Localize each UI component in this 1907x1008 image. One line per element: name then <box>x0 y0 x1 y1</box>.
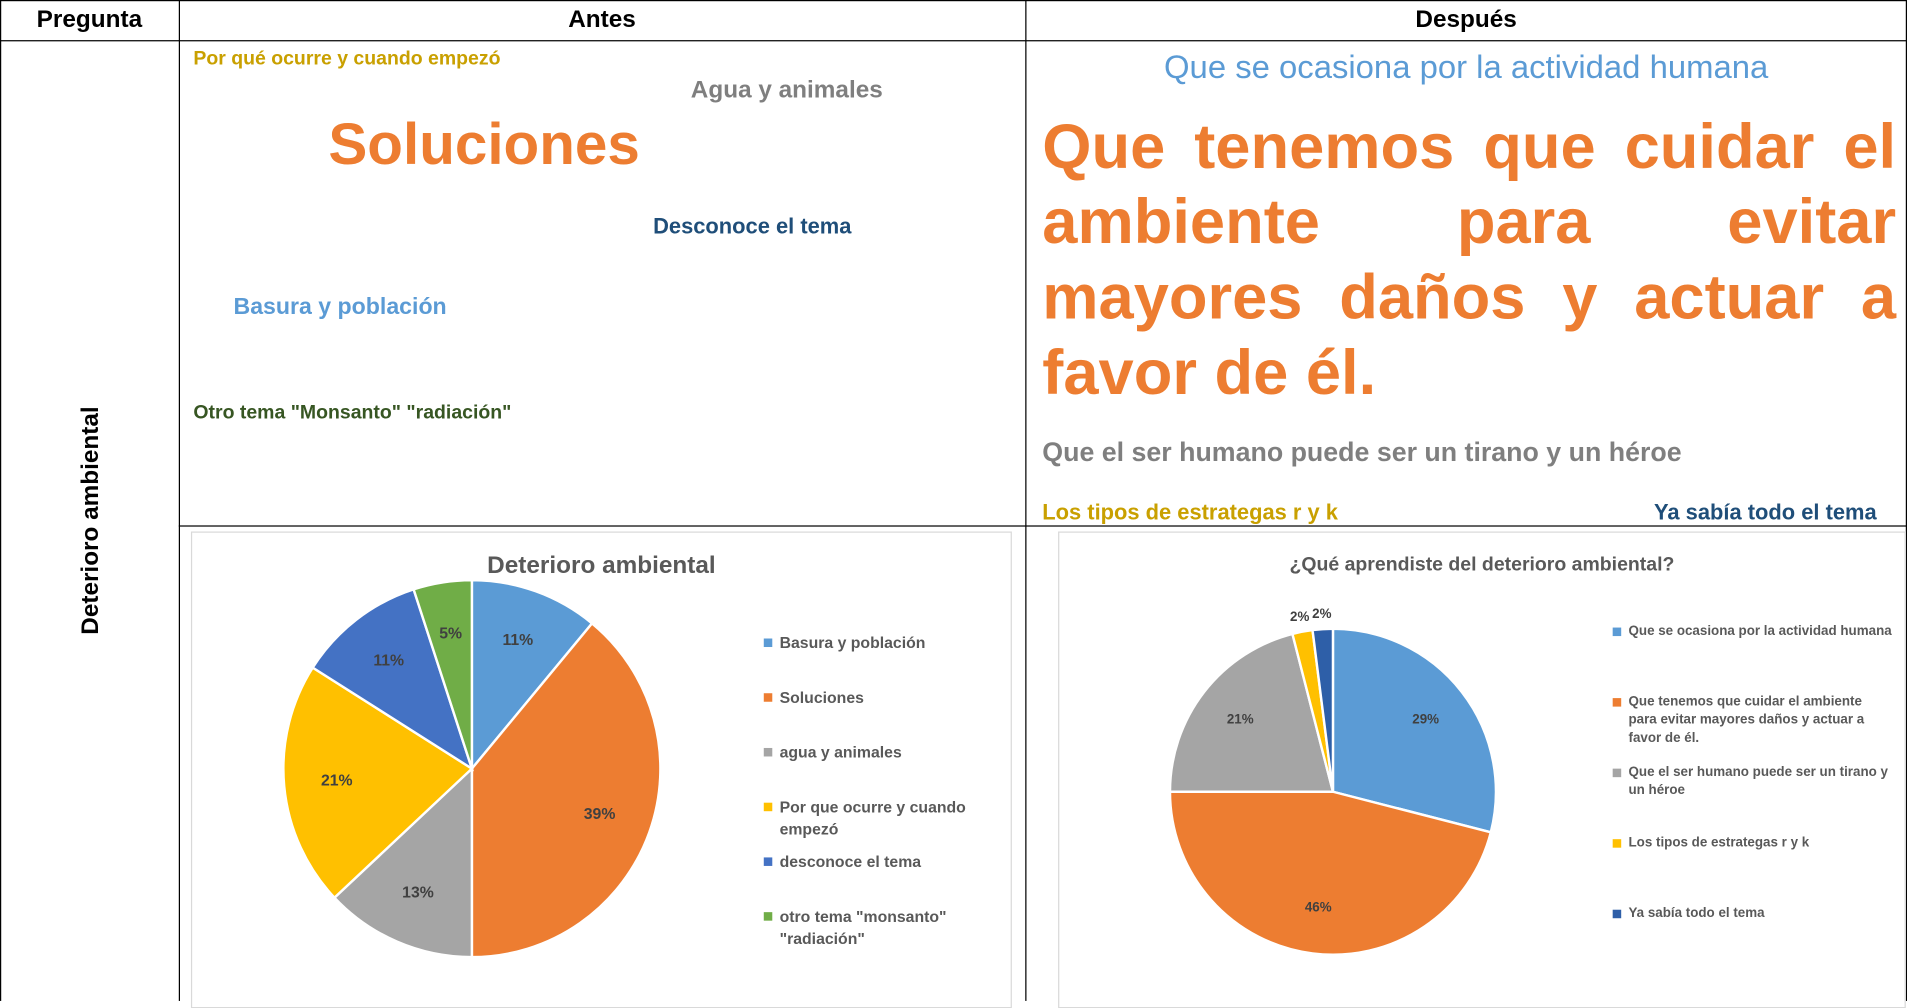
pie-slice <box>470 621 662 959</box>
pie-slice <box>282 665 474 900</box>
border <box>1025 0 1027 1001</box>
data-label: 11% <box>373 653 404 670</box>
legend-swatch <box>763 747 773 756</box>
legend-item: Los tipos de estrategas r y k <box>1612 834 1893 905</box>
legend-swatch <box>763 802 773 811</box>
word: Agua y animales <box>690 76 883 104</box>
border <box>0 0 1907 2</box>
pie-slice <box>1168 632 1335 793</box>
data-label: 13% <box>402 884 434 901</box>
pie: 29% 46% 21% 2% 2% <box>1168 606 1498 956</box>
legend-label: Los tipos de estrategas r y k <box>1628 835 1810 851</box>
border <box>178 525 1907 527</box>
pie-slice <box>311 587 475 772</box>
legend-swatch <box>1612 697 1622 707</box>
pie-slice <box>332 765 474 959</box>
legend-label: Que el ser humano puede ser un tirano y … <box>1628 764 1888 798</box>
data-label: 29% <box>1412 711 1439 726</box>
chart: ¿Qué aprendiste del deterioro ambiental?… <box>1058 531 1906 1008</box>
word: Los tipos de estrategas r y k <box>1042 499 1338 525</box>
legend-swatch <box>763 911 773 921</box>
legend-swatch <box>1612 627 1622 636</box>
legend-swatch <box>763 856 773 866</box>
header-cell: Pregunta <box>36 6 143 33</box>
legend-item: Por que ocurre y cuando empezó <box>763 797 1007 852</box>
legend-label: Ya sabía todo el tema <box>1628 906 1765 921</box>
legend-swatch <box>1612 909 1622 919</box>
data-label: 46% <box>1305 900 1332 915</box>
pie: 11% 39% 13% 21% 11% 5% <box>282 578 662 959</box>
legend-swatch <box>1612 768 1622 777</box>
border <box>1905 0 1907 1001</box>
word: Basura y población <box>233 294 447 320</box>
data-label: 11% <box>502 632 533 649</box>
chart: Deterioro ambiental 11% 39% 13% 21% 11% 5% Bas… <box>190 531 1012 1008</box>
word: Que el ser humano puede ser un tirano y … <box>1042 436 1682 468</box>
word: Otro tema "Monsanto" "radiación" <box>193 402 512 424</box>
word: Que se ocasiona por la actividad humana <box>1164 48 1769 86</box>
data-label: 21% <box>321 773 353 790</box>
legend-item: Ya sabía todo el tema <box>1612 905 1893 976</box>
legend-item: desconoce el tema <box>763 851 1007 906</box>
border <box>0 0 2 1001</box>
legend-swatch <box>1612 838 1622 848</box>
data-label: 2% <box>1290 609 1309 624</box>
data-label: 2% <box>1312 606 1331 621</box>
border <box>178 0 180 1001</box>
chart-title: Deterioro ambiental <box>487 552 716 579</box>
legend: Basura y población Soluciones agua y anima… <box>763 632 1007 961</box>
pie-slice <box>1311 627 1335 792</box>
pie-slice <box>412 578 474 770</box>
row-label: Deterioro ambiental <box>77 406 104 635</box>
legend: Que se ocasiona por la actividad humana Q… <box>1612 623 1893 976</box>
legend-label: Basura y población <box>779 633 926 652</box>
chart-title: ¿Qué aprendiste del deterioro ambiental? <box>1289 554 1675 576</box>
legend-item: Que se ocasiona por la actividad humana <box>1612 623 1893 694</box>
header-cell: Después <box>1415 6 1517 33</box>
data-label: 5% <box>439 626 462 643</box>
legend-label: agua y animales <box>779 743 902 762</box>
word: Soluciones <box>328 113 640 178</box>
legend-swatch <box>763 692 773 702</box>
pie-slice <box>1331 627 1498 834</box>
legend-label: desconoce el tema <box>779 852 922 871</box>
data-label: 21% <box>1227 711 1254 726</box>
legend-label: otro tema "monsanto" "radiación" <box>779 907 947 947</box>
legend-label: Que tenemos que cuidar el ambiente para … <box>1628 694 1865 746</box>
border <box>0 40 1907 42</box>
legend-item: Que tenemos que cuidar el ambiente para … <box>1612 693 1893 764</box>
pie-slice <box>1168 790 1493 956</box>
pie-slice <box>470 578 594 773</box>
legend-label: Por que ocurre y cuando empezó <box>779 797 966 838</box>
word: Desconoce el tema <box>653 214 852 239</box>
legend-item: Que el ser humano puede ser un tirano y … <box>1612 764 1893 835</box>
data-label: 39% <box>584 806 616 823</box>
legend-item: Soluciones <box>763 687 1007 742</box>
word: Ya sabía todo el tema <box>1654 499 1877 525</box>
word: Por qué ocurre y cuando empezó <box>193 48 501 70</box>
legend-item: Basura y población <box>763 632 1007 687</box>
legend-label: Que se ocasiona por la actividad humana <box>1628 623 1892 639</box>
legend-label: Soluciones <box>779 688 864 707</box>
legend-swatch <box>763 637 773 647</box>
header-cell: Antes <box>568 6 636 33</box>
legend-item: agua y animales <box>763 742 1007 797</box>
word: Que tenemos que cuidar el ambiente para … <box>1042 111 1897 409</box>
legend-item: otro tema "monsanto" "radiación" <box>763 906 1007 961</box>
